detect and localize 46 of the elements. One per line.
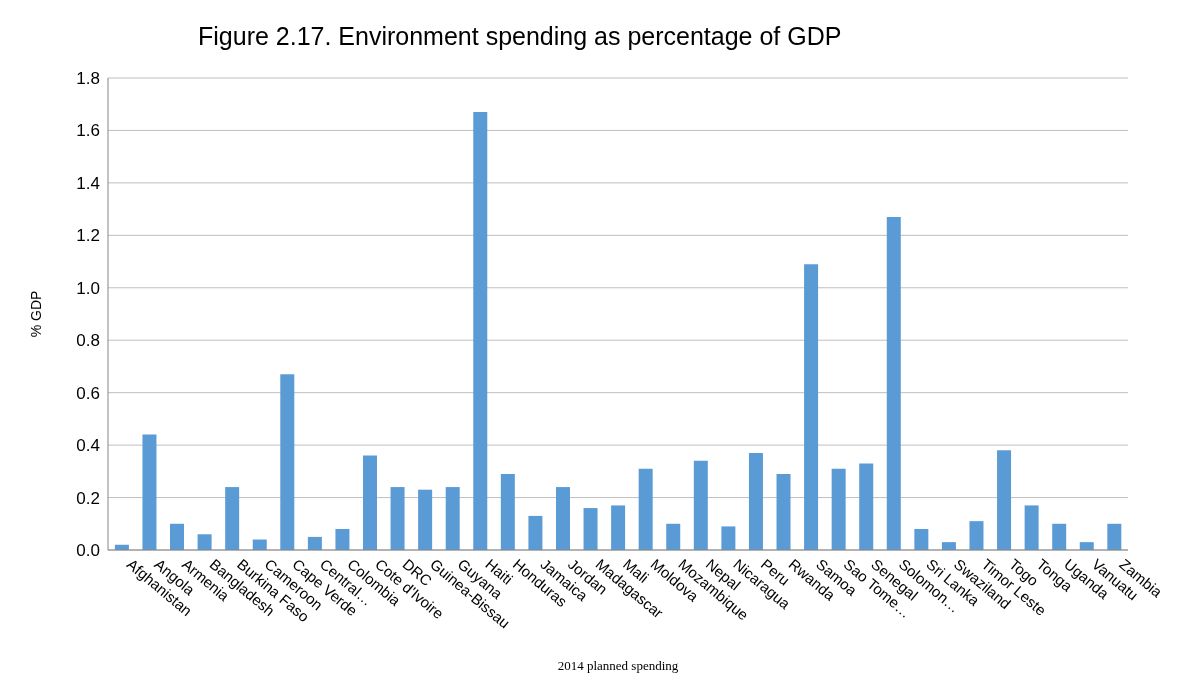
bar <box>170 523 185 550</box>
y-tick-label: 0.6 <box>76 383 100 403</box>
bar <box>721 526 736 550</box>
bar <box>1052 523 1067 550</box>
bar <box>307 536 322 550</box>
bar <box>225 487 240 550</box>
bar <box>859 463 874 550</box>
bar <box>142 434 157 550</box>
bar <box>1024 505 1039 550</box>
y-tick-label: 0.2 <box>76 488 100 508</box>
y-tick-label: 1.2 <box>76 226 100 246</box>
bar <box>528 515 543 550</box>
y-tick-label: 0.8 <box>76 331 100 351</box>
chart-title: Figure 2.17. Environment spending as percentage of GDP <box>198 22 842 51</box>
bar <box>445 487 460 550</box>
bar <box>500 473 515 550</box>
bar <box>583 508 598 550</box>
bar <box>473 112 488 550</box>
bar <box>914 529 929 550</box>
y-tick-label: 0.4 <box>76 436 100 456</box>
bar <box>363 455 377 550</box>
bar <box>335 529 350 550</box>
bar <box>804 264 819 550</box>
bar <box>390 487 405 550</box>
bar <box>611 505 626 550</box>
bar <box>748 452 763 550</box>
bar <box>280 374 295 550</box>
bar <box>831 468 846 550</box>
bar <box>555 487 570 550</box>
y-axis-title: % GDP <box>27 290 44 338</box>
x-axis-title: 2014 planned spending <box>557 658 679 673</box>
y-tick-label: 1.8 <box>76 69 100 89</box>
y-tick-label: 1.4 <box>76 173 100 193</box>
bar <box>666 523 681 550</box>
y-tick-label: 1.6 <box>76 121 100 141</box>
y-tick-label: 1.0 <box>76 278 100 298</box>
bar <box>197 534 212 550</box>
y-tick-label: 0.0 <box>76 541 100 561</box>
bar <box>997 450 1012 550</box>
bar <box>693 460 708 550</box>
bar <box>776 473 791 550</box>
bar <box>418 489 433 550</box>
bar <box>886 216 901 550</box>
bar <box>1107 523 1122 550</box>
bar <box>638 468 653 550</box>
bar <box>969 521 984 550</box>
